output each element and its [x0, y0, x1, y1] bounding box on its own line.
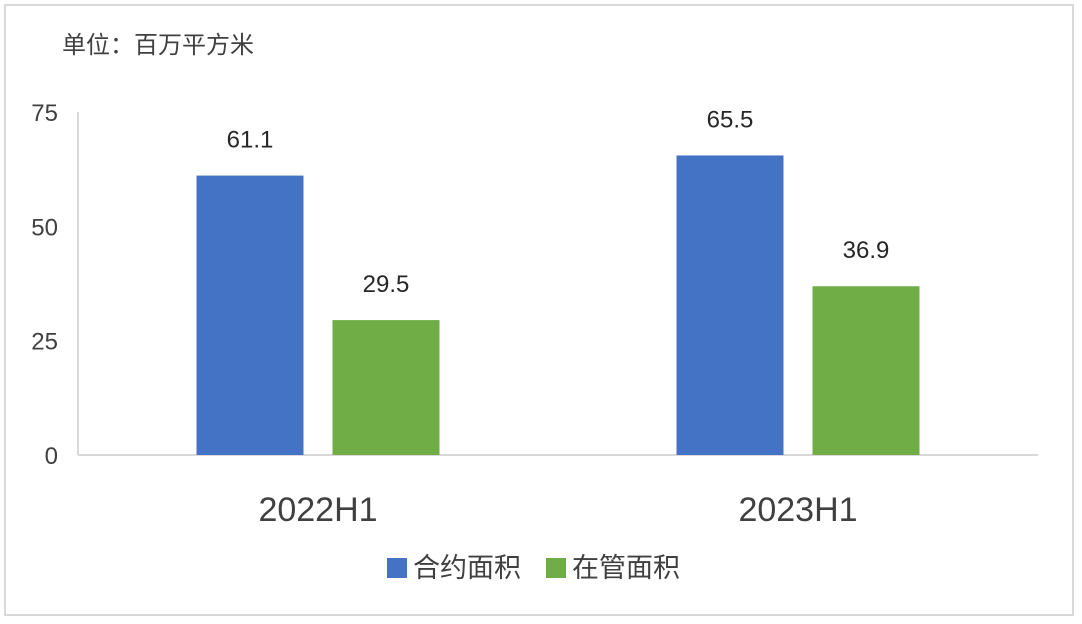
bar: [332, 320, 440, 455]
bar-value-label: 29.5: [363, 271, 410, 298]
y-tick-label: 25: [31, 329, 58, 356]
unit-label: 单位：百万平方米: [62, 32, 254, 59]
data-labels-group: 61.1 29.5 65.5 36.9: [227, 106, 890, 298]
bar-value-label: 36.9: [843, 237, 890, 264]
legend-label: 合约面积: [413, 553, 521, 583]
bars-group: [196, 155, 920, 456]
legend-swatch: [387, 558, 407, 578]
bar: [676, 155, 784, 456]
bar: [196, 175, 304, 455]
x-tick-label: 2023H1: [738, 491, 857, 529]
y-tick-label: 0: [45, 443, 58, 470]
bar-value-label: 65.5: [707, 106, 754, 133]
y-tick-label: 75: [31, 100, 58, 127]
y-tick-label: 50: [31, 214, 58, 241]
legend-label: 在管面积: [572, 553, 680, 583]
y-axis: 0 25 50 75: [31, 100, 58, 470]
bar: [812, 286, 920, 455]
bar-value-label: 61.1: [227, 127, 274, 154]
x-axis-ticks: 2022H1 2023H1: [258, 491, 857, 529]
x-tick-label: 2022H1: [258, 491, 377, 529]
legend-swatch: [546, 558, 566, 578]
legend: 合约面积 在管面积: [387, 553, 680, 583]
